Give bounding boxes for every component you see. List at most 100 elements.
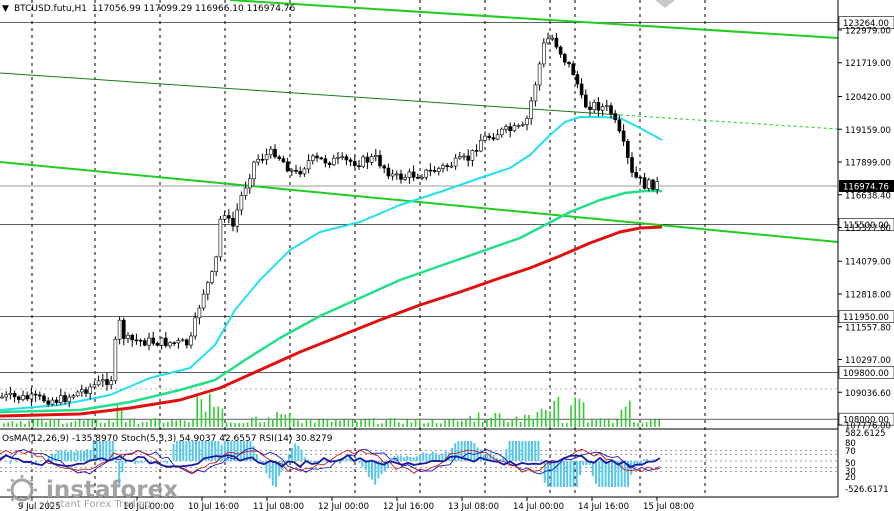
level-label-box bbox=[838, 310, 894, 323]
candle-body bbox=[504, 126, 508, 130]
candle-body bbox=[529, 100, 534, 119]
candle-body bbox=[189, 335, 193, 346]
level-label: 109800.00 bbox=[843, 369, 889, 379]
candle-body bbox=[415, 177, 420, 179]
level-label-box bbox=[838, 16, 894, 29]
candle-body bbox=[546, 38, 550, 44]
candle-body bbox=[268, 148, 273, 156]
price-tick-label: 114079.00 bbox=[845, 258, 891, 268]
level-label-box bbox=[838, 366, 894, 379]
time-tick-label: 15 Jul 08:00 bbox=[643, 502, 694, 511]
candle-body bbox=[596, 101, 601, 111]
candle-body bbox=[609, 105, 613, 114]
candle-body bbox=[58, 395, 63, 403]
channel-middle-extension[interactable] bbox=[619, 114, 839, 130]
price-tick-label: 110297.00 bbox=[845, 356, 891, 366]
time-tick-label: 14 Jul 16:00 bbox=[578, 502, 629, 511]
trend-channels[interactable] bbox=[0, 0, 839, 243]
candle-body bbox=[105, 379, 109, 386]
candle-body bbox=[604, 105, 609, 107]
candle-body bbox=[449, 165, 454, 168]
candle-body bbox=[33, 393, 38, 396]
candle-body bbox=[222, 215, 227, 220]
candle-body bbox=[117, 319, 122, 340]
time-tick-label: 14 Jul 00:00 bbox=[513, 502, 564, 511]
candle-body bbox=[432, 170, 437, 172]
candle-body bbox=[470, 150, 475, 161]
candle-body bbox=[474, 150, 479, 152]
candle-body bbox=[487, 135, 492, 138]
candle-body bbox=[256, 158, 261, 163]
candle-body bbox=[457, 156, 462, 159]
candle-body bbox=[562, 53, 567, 63]
candle-body bbox=[420, 176, 424, 179]
candle-body bbox=[302, 168, 307, 175]
candle-body bbox=[54, 399, 59, 403]
indicator-header: OsMA(12,26,9) -135.8970 Stoch(5,3,3) 54.… bbox=[2, 434, 333, 444]
candle-body bbox=[520, 124, 525, 126]
candle-body bbox=[306, 160, 311, 170]
candle-body bbox=[155, 343, 160, 346]
candle-body bbox=[134, 339, 139, 342]
candle-body bbox=[180, 339, 185, 342]
candle-body bbox=[331, 157, 336, 166]
channel-upper-line[interactable] bbox=[229, 0, 839, 39]
instaforex-logo-icon bbox=[7, 475, 37, 505]
indicator-axis-label: 30 bbox=[845, 467, 856, 477]
candle-body bbox=[357, 165, 361, 167]
candle-body bbox=[373, 155, 378, 157]
candle-body bbox=[109, 380, 113, 386]
level-label: 108000.00 bbox=[843, 416, 889, 426]
candle-body bbox=[12, 393, 17, 398]
symbol-info: BTCUSD.futu,H1 bbox=[14, 4, 87, 14]
candle-body bbox=[348, 159, 353, 162]
candle-body bbox=[646, 179, 651, 189]
candle-body bbox=[37, 394, 42, 397]
candle-body bbox=[113, 338, 118, 382]
indicator-axis-label: -526.6171 bbox=[845, 485, 889, 495]
candle-body bbox=[210, 271, 214, 283]
candle-body bbox=[483, 135, 487, 141]
candle-body bbox=[130, 334, 134, 341]
candle-body bbox=[147, 337, 151, 346]
candle-body bbox=[327, 162, 332, 166]
candle-body bbox=[436, 168, 441, 172]
volume-bars bbox=[3, 393, 661, 427]
price-tick-label: 119159.00 bbox=[845, 126, 891, 136]
candle-body bbox=[42, 395, 46, 402]
candle-body bbox=[0, 396, 4, 399]
candle-body bbox=[101, 379, 105, 382]
candle-body bbox=[478, 140, 483, 152]
candle-body bbox=[495, 134, 500, 140]
channel-middle-line[interactable] bbox=[0, 72, 621, 116]
candle-body bbox=[323, 158, 328, 164]
candle-body bbox=[541, 42, 546, 65]
level-label: 115500.00 bbox=[843, 221, 889, 231]
candle-body bbox=[525, 118, 529, 125]
candle-body bbox=[340, 156, 345, 158]
menu-triangle-icon[interactable]: ▼ bbox=[2, 4, 9, 14]
candle-body bbox=[231, 217, 235, 227]
candle-body bbox=[344, 156, 349, 161]
candle-body bbox=[378, 155, 382, 167]
candle-body bbox=[84, 389, 88, 394]
candle-body bbox=[394, 173, 399, 176]
candle-body bbox=[352, 161, 357, 166]
candle-body bbox=[634, 172, 639, 178]
candle-body bbox=[8, 393, 13, 396]
candle-body bbox=[588, 106, 592, 110]
candle-body bbox=[29, 393, 34, 400]
trade-panel-toggle-icon[interactable] bbox=[655, 0, 675, 8]
current-price-box bbox=[839, 180, 894, 193]
candle-body bbox=[168, 342, 172, 347]
candle-body bbox=[172, 342, 176, 345]
time-tick-label: 11 Jul 08:00 bbox=[253, 502, 304, 511]
candle-body bbox=[252, 161, 256, 180]
candle-body bbox=[285, 161, 290, 172]
channel-lower-line[interactable] bbox=[0, 161, 839, 243]
time-tick-label: 13 Jul 08:00 bbox=[448, 502, 499, 511]
candle-body bbox=[512, 125, 517, 131]
candle-body bbox=[583, 94, 588, 108]
candle-body bbox=[206, 282, 210, 295]
